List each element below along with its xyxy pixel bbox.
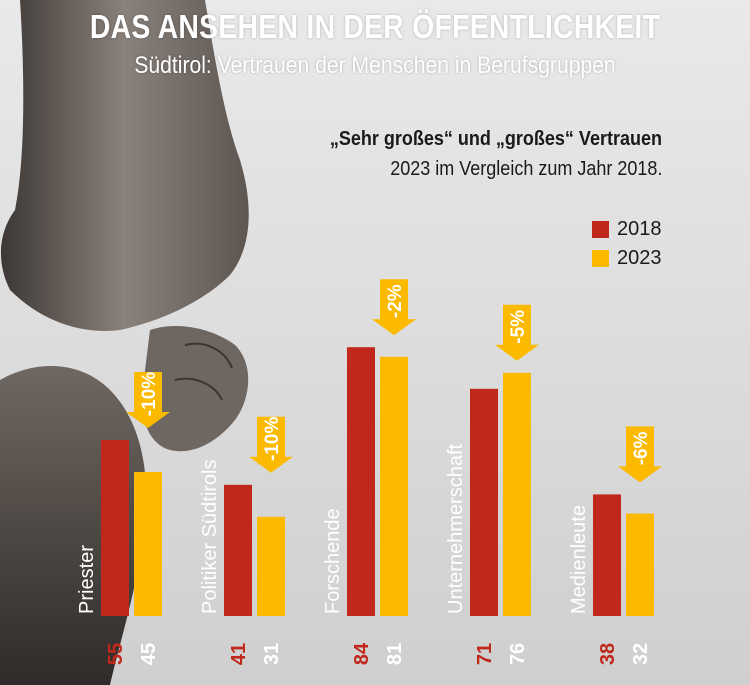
value-label-2018-0: 55 bbox=[105, 643, 127, 665]
category-label-3: Unternehmerschaft bbox=[445, 443, 467, 614]
change-arrow-3 bbox=[495, 304, 539, 361]
value-label-2018-4: 38 bbox=[597, 643, 619, 665]
chart-note-line2: 2023 im Vergleich zum Jahr 2018. bbox=[389, 158, 662, 180]
legend-label-2018: 2018 bbox=[617, 218, 662, 240]
change-arrow-4 bbox=[618, 426, 662, 483]
value-label-2023-3: 76 bbox=[507, 643, 529, 665]
bar-2023-2 bbox=[380, 356, 408, 616]
page-subtitle: Südtirol: Vertrauen der Menschen in Beru… bbox=[134, 52, 616, 79]
bar-2018-3 bbox=[470, 388, 498, 616]
legend-swatch-2023 bbox=[592, 250, 609, 267]
bar-2023-3 bbox=[503, 372, 531, 616]
legend-label-2023: 2023 bbox=[617, 247, 662, 269]
page-title: DAS ANSEHEN IN DER ÖFFENTLICHKEIT bbox=[89, 8, 661, 45]
category-label-0: Priester bbox=[76, 545, 98, 614]
legend-item-2023: 2023 bbox=[592, 244, 662, 273]
value-label-2023-0: 45 bbox=[138, 643, 160, 665]
value-label-2018-1: 41 bbox=[228, 643, 250, 665]
change-label-2: -2% bbox=[385, 284, 406, 318]
value-label-2018-3: 71 bbox=[474, 643, 496, 665]
category-label-4: Medienleute bbox=[568, 505, 590, 614]
change-arrow-1 bbox=[249, 416, 293, 473]
value-label-2023-2: 81 bbox=[384, 643, 406, 665]
change-label-3: -5% bbox=[508, 310, 529, 344]
bar-2018-1 bbox=[224, 484, 252, 616]
category-label-1: Politiker Südtirols bbox=[199, 459, 221, 614]
bar-2018-2 bbox=[347, 347, 375, 616]
bar-2023-1 bbox=[257, 516, 285, 616]
bar-2023-4 bbox=[626, 513, 654, 616]
change-label-0: -10% bbox=[139, 372, 160, 416]
value-label-2018-2: 84 bbox=[351, 642, 373, 665]
legend-item-2018: 2018 bbox=[592, 215, 662, 244]
bar-2018-0 bbox=[101, 440, 129, 616]
bar-2018-4 bbox=[593, 494, 621, 616]
change-arrow-2 bbox=[372, 279, 416, 336]
value-label-2023-1: 31 bbox=[261, 643, 283, 665]
change-arrow-0 bbox=[126, 372, 170, 428]
chart-legend: 2018 2023 bbox=[592, 215, 662, 273]
change-label-4: -6% bbox=[631, 431, 652, 465]
legend-swatch-2018 bbox=[592, 221, 609, 238]
bar-2023-0 bbox=[134, 472, 162, 616]
change-label-1: -10% bbox=[262, 417, 283, 461]
value-label-2023-4: 32 bbox=[630, 643, 652, 665]
category-label-2: Forschende bbox=[322, 508, 344, 614]
chart-note-line1: „Sehr großes“ und „großes“ Vertrauen bbox=[329, 128, 662, 150]
